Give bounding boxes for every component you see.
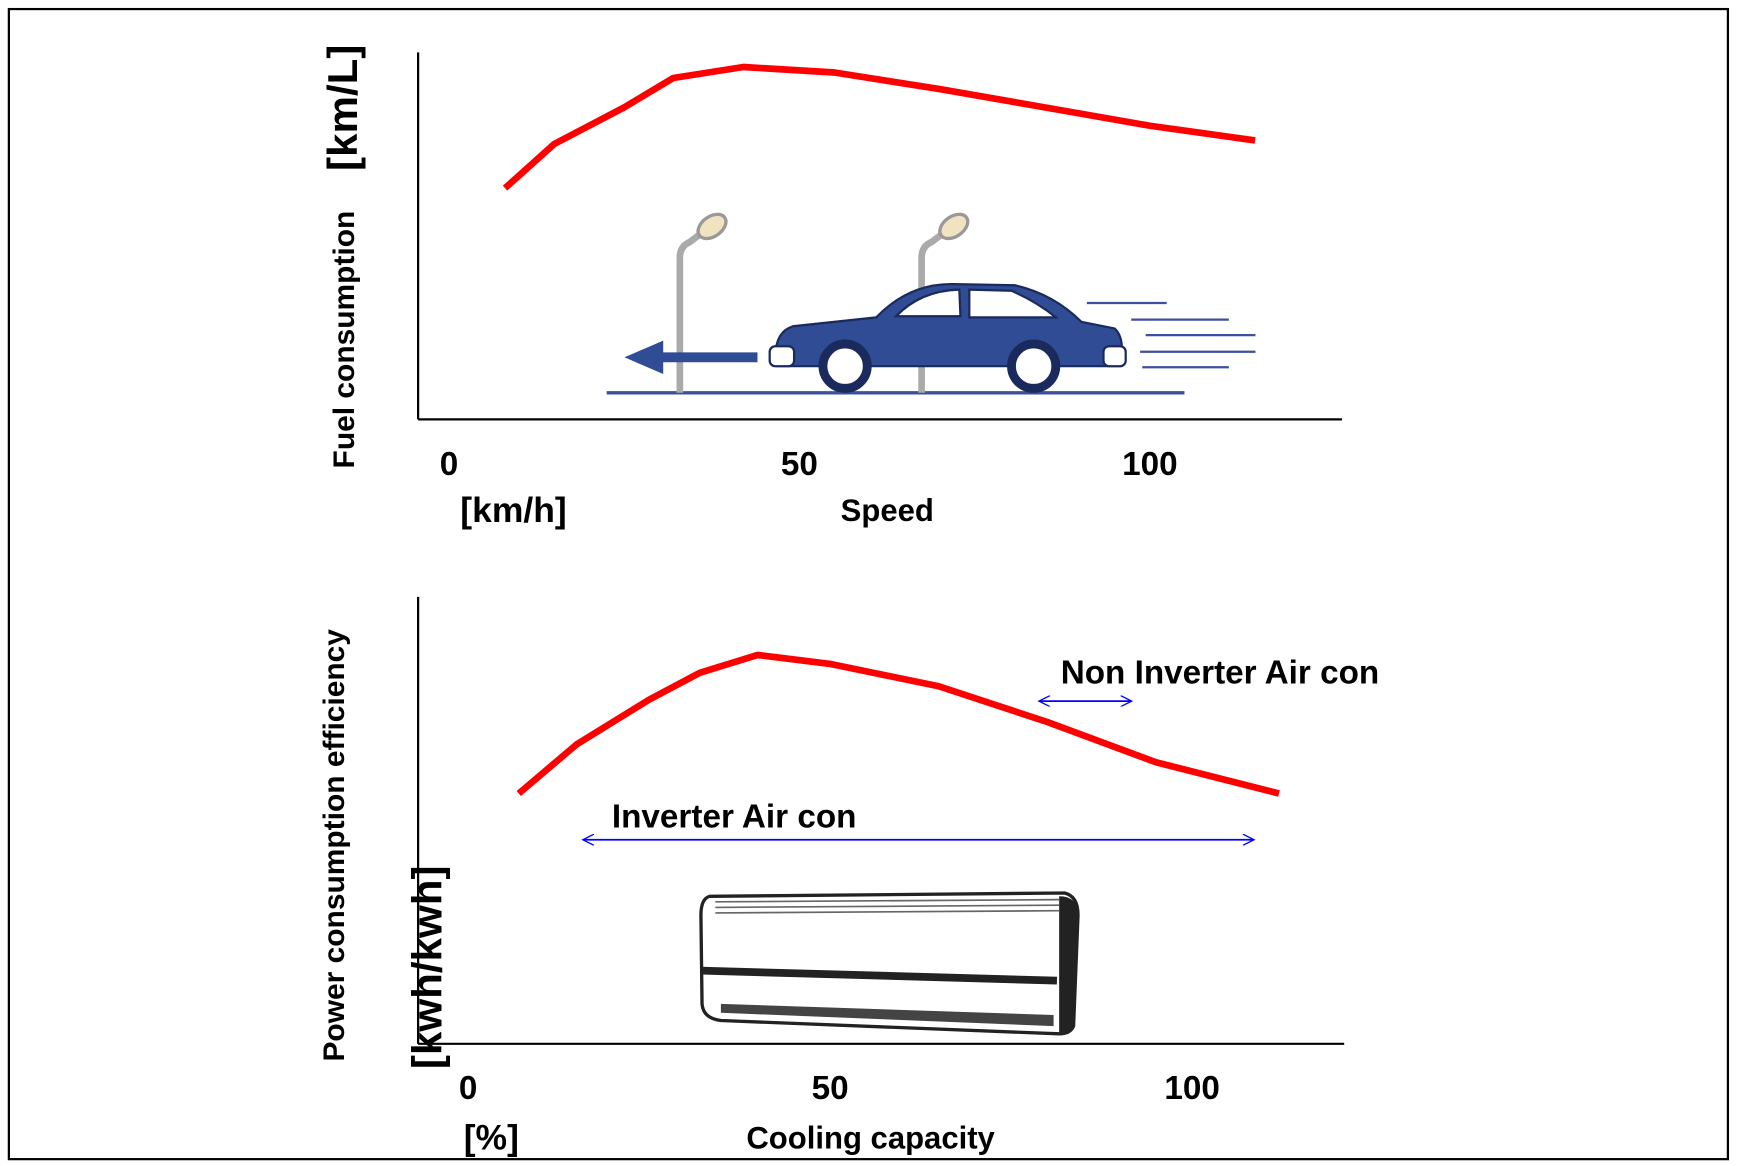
x-tick-label: 50 [781,446,818,483]
x-tick-label: 100 [1122,446,1178,483]
y-axis-label: Power consumption efficiency [318,629,351,1062]
x-tick-label: 50 [812,1070,849,1107]
car-illustration [606,212,1256,395]
ac-illustration [699,891,1080,1036]
y-unit: [km/L] [319,45,366,171]
annotation: Inverter Air con [612,798,857,835]
line-series [502,63,1256,191]
x-axis-label: Cooling capacity [746,1121,995,1156]
x-unit: [%] [464,1118,519,1158]
y-axis-label: Fuel consumption [328,211,361,469]
frame [7,7,1730,1161]
x-tick-label: 0 [440,446,459,483]
annotation: Non Inverter Air con [1061,654,1380,691]
y-unit: [kwh/kwh] [403,865,450,1069]
x-tick-label: 0 [459,1070,478,1107]
x-axis-label: Speed [841,493,934,528]
line-series [516,651,1280,797]
x-tick-label: 100 [1164,1070,1220,1107]
x-unit: [km/h] [460,490,566,530]
